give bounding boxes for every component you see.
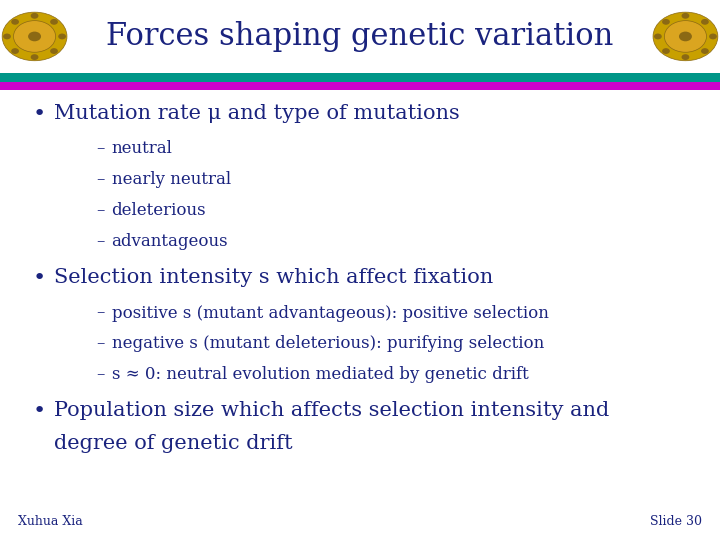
Circle shape: [662, 48, 670, 54]
Circle shape: [58, 33, 66, 39]
Circle shape: [31, 13, 38, 19]
Bar: [0, 0, 720, 73]
Bar: [0, 73, 720, 82]
Circle shape: [3, 33, 11, 39]
Circle shape: [665, 21, 706, 52]
Text: Forces shaping genetic variation: Forces shaping genetic variation: [107, 21, 613, 52]
Text: –: –: [96, 202, 105, 219]
Circle shape: [701, 19, 708, 25]
Text: Selection intensity s which affect fixation: Selection intensity s which affect fixat…: [54, 268, 493, 287]
Text: neutral: neutral: [112, 140, 173, 157]
Text: degree of genetic drift: degree of genetic drift: [54, 434, 292, 453]
Circle shape: [679, 31, 692, 42]
Text: •: •: [33, 401, 46, 421]
Text: •: •: [33, 268, 46, 288]
Text: nearly neutral: nearly neutral: [112, 171, 230, 188]
Circle shape: [2, 12, 67, 60]
Circle shape: [14, 21, 55, 52]
Circle shape: [12, 19, 19, 25]
Circle shape: [654, 33, 662, 39]
Text: positive s (mutant advantageous): positive selection: positive s (mutant advantageous): positi…: [112, 305, 549, 321]
Circle shape: [662, 19, 670, 25]
Circle shape: [31, 54, 38, 60]
Text: negative s (mutant deleterious): purifying selection: negative s (mutant deleterious): purifyi…: [112, 335, 544, 352]
Text: Mutation rate μ and type of mutations: Mutation rate μ and type of mutations: [54, 104, 460, 123]
Text: –: –: [96, 233, 105, 249]
Circle shape: [50, 19, 58, 25]
Text: advantageous: advantageous: [112, 233, 228, 249]
Circle shape: [50, 48, 58, 54]
Text: Slide 30: Slide 30: [650, 515, 702, 528]
Text: Xuhua Xia: Xuhua Xia: [18, 515, 83, 528]
Circle shape: [28, 31, 41, 42]
Text: •: •: [33, 104, 46, 124]
Text: s ≈ 0: neutral evolution mediated by genetic drift: s ≈ 0: neutral evolution mediated by gen…: [112, 366, 528, 383]
Text: Population size which affects selection intensity and: Population size which affects selection …: [54, 401, 609, 420]
Circle shape: [682, 13, 689, 19]
Text: –: –: [96, 171, 105, 188]
Text: –: –: [96, 140, 105, 157]
Text: –: –: [96, 305, 105, 321]
Text: deleterious: deleterious: [112, 202, 206, 219]
Circle shape: [709, 33, 717, 39]
Circle shape: [12, 48, 19, 54]
Circle shape: [653, 12, 718, 60]
Circle shape: [682, 54, 689, 60]
Circle shape: [701, 48, 708, 54]
Text: –: –: [96, 366, 105, 383]
Bar: [0, 82, 720, 90]
Text: –: –: [96, 335, 105, 352]
